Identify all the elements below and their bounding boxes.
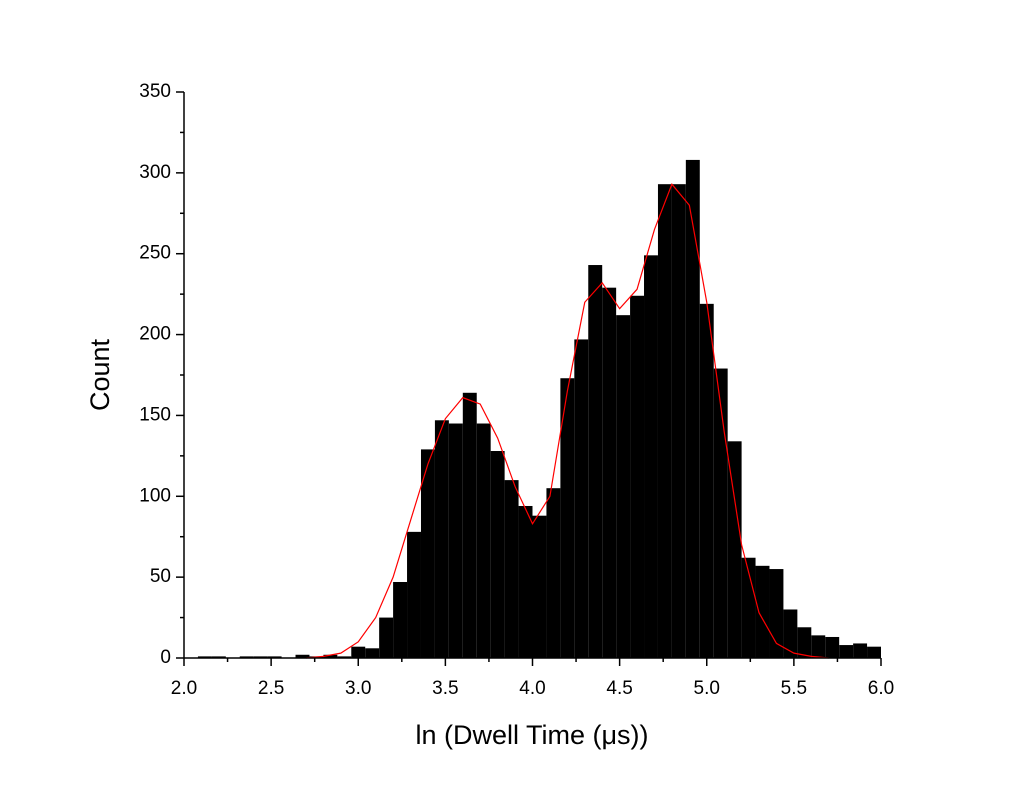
bar — [839, 645, 854, 658]
bar — [518, 505, 533, 658]
bar — [825, 636, 840, 658]
bar — [644, 255, 658, 658]
bar — [727, 441, 742, 658]
y-tick-label: 300 — [139, 162, 171, 183]
bar — [434, 420, 449, 658]
bar — [867, 646, 881, 658]
y-tick-label: 0 — [160, 647, 171, 668]
bar — [699, 303, 714, 658]
y-tick-label: 150 — [139, 404, 171, 425]
x-tick-label: 5.5 — [781, 678, 807, 699]
bar — [211, 656, 226, 658]
bar — [685, 159, 700, 659]
bar — [490, 451, 505, 658]
bar — [323, 654, 338, 658]
bar — [407, 531, 421, 658]
bar — [671, 184, 686, 659]
bar — [504, 480, 519, 658]
bar — [769, 569, 784, 658]
x-tick-label: 2.0 — [171, 678, 197, 699]
bar — [783, 609, 798, 658]
x-tick-label: 4.5 — [606, 678, 632, 699]
bar — [197, 656, 212, 658]
bar — [351, 646, 366, 658]
bar — [797, 627, 812, 658]
bar — [574, 339, 589, 658]
x-axis-title: ln (Dwell Time (μs)) — [415, 720, 648, 750]
bar — [393, 581, 408, 658]
bar — [476, 423, 491, 658]
bar — [602, 287, 617, 658]
x-tick-label: 4.0 — [519, 678, 545, 699]
x-tick-label: 3.0 — [345, 678, 371, 699]
bar — [420, 449, 435, 658]
bar — [239, 656, 254, 658]
bar — [379, 617, 394, 658]
x-tick-label: 2.5 — [258, 678, 284, 699]
bar — [853, 643, 868, 658]
bar — [616, 315, 631, 658]
bar — [253, 656, 268, 658]
x-tick-label: 3.5 — [432, 678, 458, 699]
bar — [755, 565, 770, 658]
bar — [365, 648, 380, 658]
bar — [267, 656, 282, 658]
bar — [532, 515, 547, 658]
bar — [630, 295, 645, 658]
x-tick-label: 5.0 — [694, 678, 720, 699]
x-tick-label: 6.0 — [868, 678, 894, 699]
y-tick-label: 50 — [150, 566, 171, 587]
y-tick-label: 200 — [139, 324, 171, 345]
bar — [741, 557, 756, 658]
y-tick-label: 250 — [139, 243, 171, 264]
bar — [546, 488, 561, 658]
bar — [337, 656, 352, 658]
fit-curve — [305, 183, 829, 659]
bar — [560, 378, 575, 658]
bar — [657, 184, 672, 659]
bar — [448, 423, 463, 658]
bar — [295, 654, 310, 658]
bar — [713, 368, 728, 658]
y-axis-title: Count — [85, 338, 115, 411]
bar — [462, 392, 477, 658]
y-tick-label: 100 — [139, 485, 171, 506]
bar — [811, 635, 826, 658]
bar — [588, 265, 603, 658]
y-tick-label: 350 — [139, 81, 171, 102]
